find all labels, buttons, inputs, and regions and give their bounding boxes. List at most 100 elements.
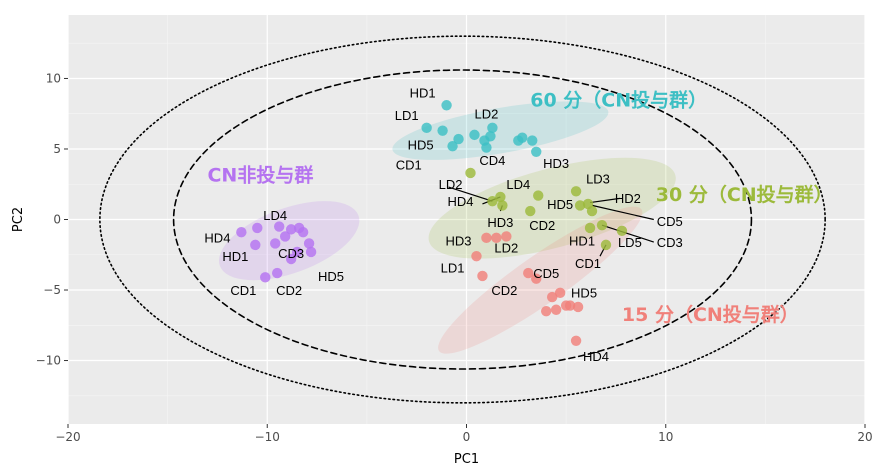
point-label: CD1: [575, 256, 601, 271]
data-point: [236, 226, 247, 238]
point-label: LD2: [474, 107, 498, 122]
x-tick-label: −20: [55, 430, 80, 444]
point-label: HD5: [408, 138, 434, 153]
point-label: CD2: [491, 283, 517, 298]
data-point: [584, 222, 596, 234]
group-ellipse-3: [219, 201, 360, 281]
data-points: [236, 100, 628, 346]
point-label: LD1: [441, 260, 465, 275]
data-point: [596, 219, 608, 231]
data-point: [574, 200, 586, 211]
point-label: HD1: [222, 249, 248, 264]
data-point: [285, 224, 297, 235]
group-label-0: 60 分（CN投与群）: [530, 89, 707, 112]
point-label: CD5: [533, 266, 559, 281]
data-point: [447, 140, 458, 152]
point-label: HD4: [204, 231, 230, 246]
data-point: [533, 190, 544, 201]
data-point: [527, 135, 538, 146]
x-tick-label: 0: [463, 430, 471, 444]
x-tick-label: 20: [857, 430, 872, 444]
point-label: HD3: [543, 156, 569, 171]
data-point: [465, 167, 476, 179]
data-point: [491, 232, 502, 244]
y-tick-label: 5: [53, 142, 61, 156]
point-label: CD2: [529, 218, 555, 233]
point-label: LD4: [263, 208, 287, 223]
data-point: [525, 205, 536, 217]
point-label: LD1: [395, 108, 419, 123]
data-point: [303, 238, 315, 249]
point-label: CD4: [479, 153, 505, 168]
data-point: [481, 142, 492, 153]
point-label: LD2: [439, 177, 463, 192]
point-label: HD4: [583, 349, 609, 364]
data-point: [469, 129, 480, 141]
group-ellipse-0: [392, 101, 609, 160]
x-tick-label: −10: [255, 430, 280, 444]
data-point: [572, 301, 584, 313]
data-point: [279, 231, 291, 242]
point-label: CD2: [276, 283, 302, 298]
point-label: HD5: [318, 269, 344, 284]
data-point: [421, 122, 432, 134]
data-point: [523, 267, 534, 279]
data-point: [471, 250, 482, 262]
data-point: [531, 146, 542, 158]
leader-line: [448, 186, 493, 202]
group-label-2: 15 分（CN投与群）: [622, 303, 799, 326]
data-point: [616, 225, 628, 236]
data-point: [497, 200, 508, 211]
data-point: [570, 335, 582, 346]
point-label: HD1: [569, 234, 595, 249]
leader-line: [601, 224, 654, 243]
group-label-1: 30 分（CN投与群）: [656, 183, 833, 206]
leader-line: [589, 197, 621, 204]
data-point: [550, 304, 562, 315]
point-label: CD1: [230, 283, 256, 298]
leader-line: [591, 204, 654, 221]
data-point: [305, 246, 317, 258]
data-point: [517, 132, 528, 143]
data-point: [272, 267, 283, 279]
point-label: LD4: [506, 177, 530, 192]
dotted-ellipse: [99, 35, 826, 404]
y-tick-label: 0: [53, 213, 61, 227]
data-point: [541, 305, 552, 317]
data-point: [531, 273, 542, 284]
point-label: LD3: [586, 171, 610, 186]
data-point: [437, 125, 448, 136]
data-point: [586, 205, 598, 217]
confidence-ellipses: [99, 35, 826, 404]
data-point: [487, 195, 498, 207]
data-point: [600, 239, 612, 251]
y-tick-label: −5: [43, 283, 61, 297]
data-point: [252, 222, 263, 234]
data-point: [285, 253, 297, 265]
data-point: [554, 287, 566, 299]
group-labels: 60 分（CN投与群） 30 分（CN投与群） 15 分（CN投与群） CN非投与群: [207, 89, 832, 326]
data-point: [270, 238, 281, 249]
point-label: HD4: [448, 194, 474, 209]
point-label: LD2: [494, 241, 518, 256]
data-point: [250, 239, 261, 251]
data-point: [485, 131, 496, 142]
point-label: HD3: [446, 234, 472, 249]
point-label: HD5: [547, 197, 573, 212]
data-point: [441, 100, 452, 111]
data-point: [481, 232, 492, 244]
data-point: [291, 246, 303, 258]
data-point: [260, 272, 271, 283]
group-ellipse-1: [428, 157, 676, 259]
point-label: CD3: [657, 235, 683, 250]
data-point: [546, 291, 558, 303]
dashed-ellipse: [172, 69, 753, 370]
point-label: HD3: [487, 215, 513, 230]
point-label: LD5: [618, 235, 642, 250]
data-point: [570, 186, 582, 197]
data-point: [274, 221, 285, 232]
point-labels: HD1 LD1 LD2 HD5 CD1 CD4 HD3 LD2 LD4 LD3 HD4 HD5 HD2 H…: [204, 85, 682, 364]
data-point: [477, 270, 488, 282]
point-label: HD2: [615, 191, 641, 206]
